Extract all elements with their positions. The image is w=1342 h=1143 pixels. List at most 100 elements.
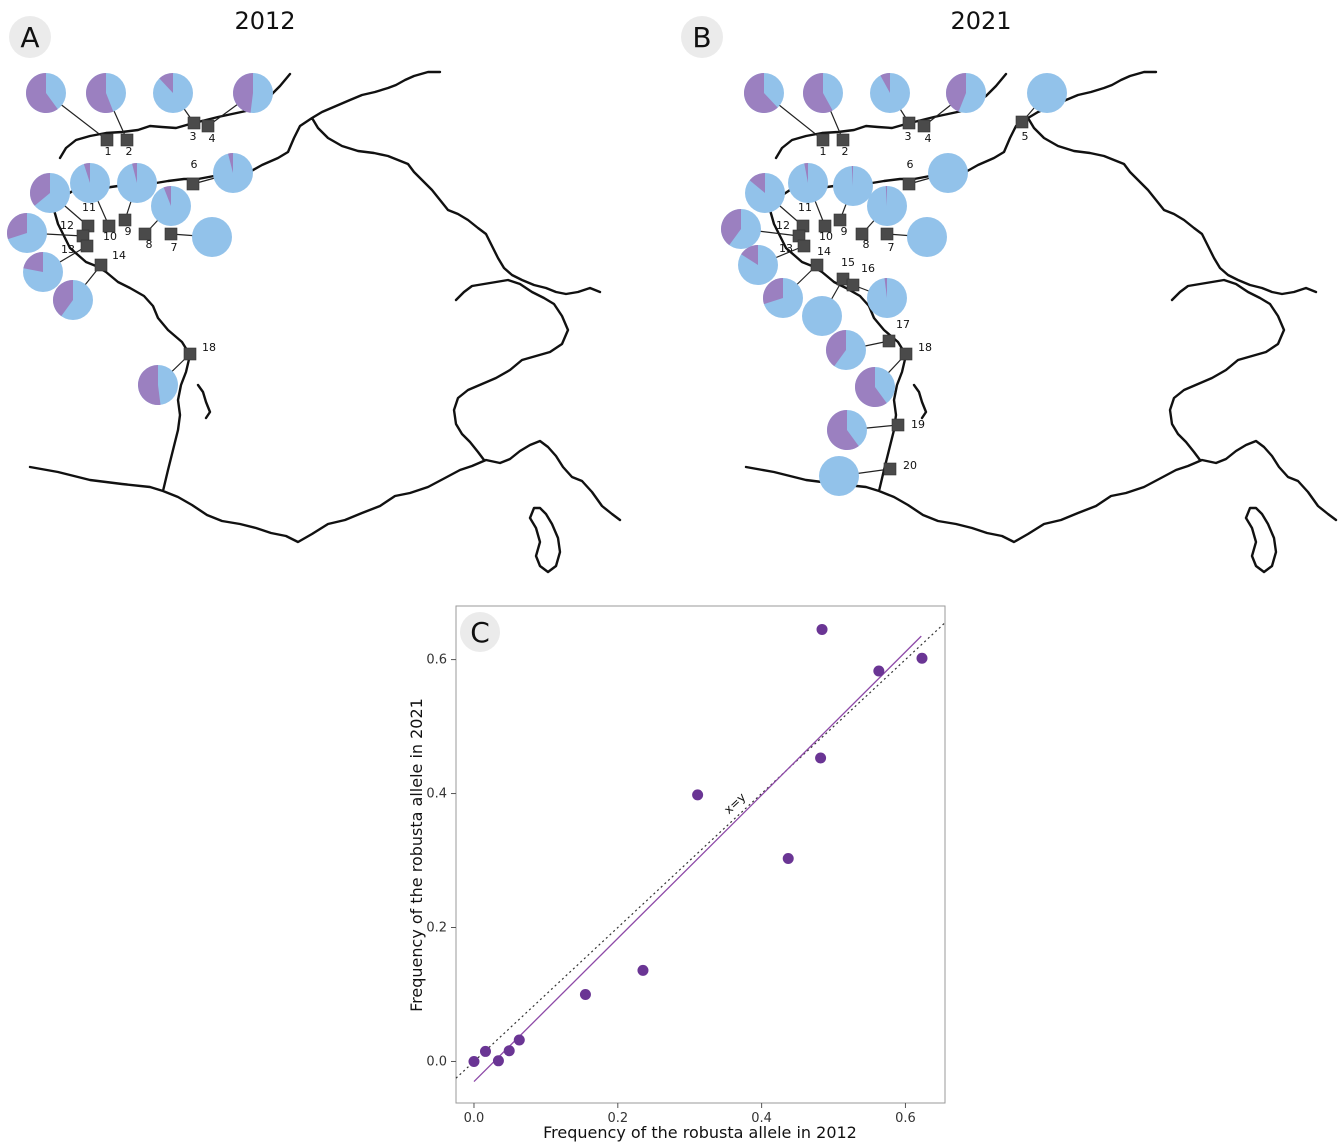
b-pie-site-10 [788, 162, 828, 203]
site-marker [186, 177, 200, 191]
site-marker [1015, 115, 1029, 129]
site-label: 12 [60, 219, 74, 232]
site-label: 2 [842, 145, 849, 158]
site-marker [880, 227, 894, 241]
pie-robusta-slice [743, 73, 778, 113]
scatter-point [637, 964, 649, 976]
b-pie-site-12 [720, 209, 761, 249]
site-marker [187, 116, 201, 130]
b-pie-site-3 [870, 72, 910, 113]
site-marker [118, 213, 132, 227]
site-label: 17 [896, 318, 910, 331]
b-pie-site-20 [819, 456, 859, 496]
regression-line [473, 635, 922, 1083]
site-label: 20 [903, 459, 917, 472]
site-marker [183, 347, 197, 361]
y-tick-label: 0.6 [426, 653, 447, 668]
site-label: 3 [905, 130, 912, 143]
b-pie-site-9 [833, 166, 873, 206]
site-marker [882, 334, 896, 348]
pie-robusta-slice [885, 186, 887, 206]
reference-line-x-equals-y [455, 622, 946, 1079]
scatter-point [492, 1055, 504, 1067]
pie-robusta-slice [137, 365, 161, 405]
a-pie-site-11 [29, 173, 70, 213]
site-marker [816, 133, 830, 147]
site-label: 15 [841, 256, 855, 269]
site-label: 4 [925, 132, 932, 145]
pie-robusta-slice [763, 278, 783, 305]
a-pie-site-4 [233, 73, 273, 113]
pie-other-slice [802, 296, 842, 336]
site-label: 5 [1022, 130, 1029, 143]
a-pie-site-2 [86, 73, 126, 113]
site-label: 11 [82, 201, 96, 214]
x-tick-label: 0.0 [464, 1111, 485, 1126]
plot-frame [455, 605, 946, 1104]
pie-robusta-slice [7, 213, 28, 240]
a-pie-site-1 [26, 73, 66, 113]
site-label: 11 [798, 201, 812, 214]
panel-b-badge [681, 16, 723, 58]
pie-robusta-slice [825, 330, 846, 367]
site-marker [201, 119, 215, 133]
panel-a-letter: A [20, 21, 39, 54]
pie-other-slice [928, 153, 968, 193]
site-marker [836, 133, 850, 147]
site-label: 18 [202, 341, 216, 354]
pie-robusta-slice [855, 367, 887, 407]
x-tick-label: 0.6 [895, 1111, 916, 1126]
site-marker [102, 219, 116, 233]
site-label: 8 [863, 238, 870, 251]
a-pie-site-9 [117, 163, 157, 203]
x-axis-label: Frequency of the robusta allele in 2012 [543, 1123, 857, 1142]
scatter-point [479, 1045, 491, 1057]
b-pie-site-15 [802, 296, 842, 336]
scatter-point [579, 988, 591, 1000]
scatter-point [468, 1055, 480, 1067]
site-label: 3 [190, 130, 197, 143]
b-pie-site-2 [803, 73, 843, 114]
scatter-chart: 0.0 0.2 0.4 0.60.00.20.40.6 x=y C Frequency… [407, 605, 946, 1142]
a-pie-site-12 [7, 213, 47, 253]
pie-charts-a [7, 73, 273, 405]
a-pie-site-3 [153, 73, 193, 113]
panel-c-badge [460, 612, 500, 652]
site-label: 14 [112, 249, 126, 262]
pie-charts-b [720, 72, 1067, 496]
a-pie-site-6 [213, 153, 253, 193]
y-tick-label: 0.2 [426, 921, 447, 936]
pie-robusta-slice [884, 278, 887, 298]
pie-other-slice [192, 217, 232, 257]
site-label: 2 [126, 145, 133, 158]
site-label: 10 [819, 230, 833, 243]
pie-robusta-slice [163, 186, 171, 206]
site-marker [855, 227, 869, 241]
pie-robusta-slice [880, 72, 890, 93]
a-pie-site-7 [192, 217, 232, 257]
site-label: 19 [911, 418, 925, 431]
site-label: 8 [146, 238, 153, 251]
panel-a-badge [9, 16, 51, 58]
b-pie-site-7 [907, 217, 947, 257]
scatter-point [513, 1034, 525, 1046]
panel-c-letter: C [470, 616, 490, 649]
site-label: 4 [209, 132, 216, 145]
y-tick-label: 0.4 [426, 787, 447, 802]
site-label: 6 [907, 158, 914, 171]
site-marker [94, 258, 108, 272]
a-pie-site-10 [70, 163, 110, 203]
site-marker [891, 418, 905, 432]
b-pie-site-1 [743, 73, 784, 113]
pie-robusta-slice [233, 73, 253, 113]
coastline-a [28, 70, 622, 574]
scatter-point [916, 652, 928, 664]
site-marker [138, 227, 152, 241]
pie-robusta-slice [132, 163, 137, 183]
site-label: 9 [841, 225, 848, 238]
pie-robusta-slice [159, 73, 173, 93]
site-marker [846, 278, 860, 292]
site-label: 6 [191, 158, 198, 171]
